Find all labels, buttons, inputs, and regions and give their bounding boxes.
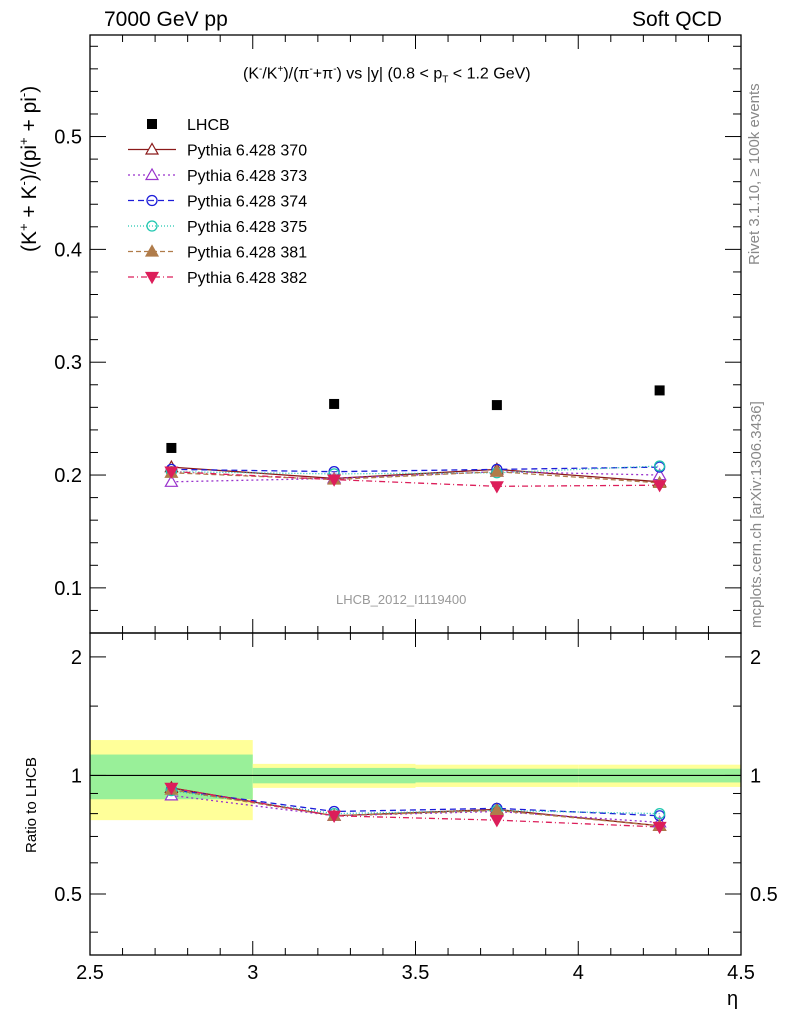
series-markers: [164, 385, 667, 835]
ratio-point-5-0: [164, 782, 179, 796]
ratio-y-axis-label: Ratio to LHCB: [23, 757, 40, 853]
legend-marker-0: [144, 142, 160, 155]
legend-label-1: Pythia 6.428 373: [187, 168, 307, 185]
legend-label-0: Pythia 6.428 370: [187, 143, 307, 160]
x-tick-label-4: 4.5: [727, 962, 755, 984]
series-point-4-2: [489, 464, 504, 477]
y-axis-label: (K+ + K-)/(pi+ + pi-): [16, 85, 41, 252]
mcplots-label: mcplots.cern.ch [arXiv:1306.3436]: [748, 401, 765, 628]
ratio-point-5-1: [327, 810, 342, 823]
legend-marker-1: [144, 167, 160, 181]
y-tick-label-2: 0.3: [54, 352, 82, 374]
chart-title: (K-/K+)/(π-+π-) vs |y| (0.8 < pT < 1.2 G…: [243, 64, 531, 86]
legend-marker-data: [147, 119, 157, 129]
x-tick-label-2: 3.5: [402, 962, 430, 984]
ratio-y-tick-label-0: 0.5: [54, 884, 82, 906]
series-point-5-0: [164, 466, 179, 479]
legend-label-2: Pythia 6.428 374: [187, 194, 307, 211]
rivet-label: Rivet 3.1.10, ≥ 100k events: [746, 83, 763, 265]
series-line-3: [171, 465, 660, 475]
series-line-5: [171, 471, 660, 487]
x-tick-label-1: 3: [247, 962, 258, 984]
legend-marker-2: [146, 194, 158, 207]
series-point-1-0: [164, 474, 179, 487]
legend-label-5: Pythia 6.428 382: [187, 270, 307, 287]
y-tick-label-0: 0.1: [54, 578, 82, 600]
ratio-y-tick-label-right-1: 1: [750, 765, 761, 787]
analysis-label: LHCB_2012_I1119400: [336, 592, 467, 607]
series-point-3-3: [653, 460, 666, 472]
ratio-line-2: [171, 789, 660, 817]
ratio-point-4-2: [489, 803, 504, 816]
series-point-5-1: [327, 474, 342, 487]
ratio-line-1: [171, 794, 660, 824]
series-lines: [171, 465, 660, 828]
y-tick-label-4: 0.5: [54, 127, 82, 149]
data-point-1: [329, 398, 340, 409]
legend: LHCB Pythia 6.428 370 Pythia 6.428 373 Pyth…: [128, 117, 307, 287]
legend-marker-5: [144, 271, 160, 285]
ratio-point-3-3: [653, 807, 666, 820]
legend-label-3: Pythia 6.428 375: [187, 219, 307, 236]
ratio-y-tick-label-right-2: 2: [750, 647, 761, 669]
header-right: Soft QCD: [632, 8, 722, 31]
header-left: 7000 GeV pp: [104, 8, 228, 31]
ratio-line-3: [171, 789, 660, 815]
data-point-3: [654, 385, 665, 396]
series-point-5-3: [652, 480, 667, 493]
ratio-point-5-3: [652, 821, 667, 835]
x-axis-label: η: [727, 988, 739, 1010]
legend-label-data: LHCB: [187, 117, 230, 134]
series-line-0: [171, 466, 660, 483]
ratio-line-4: [171, 789, 660, 827]
legend-label-4: Pythia 6.428 381: [187, 245, 307, 262]
x-tick-label-3: 4: [573, 962, 584, 984]
legend-marker-4: [144, 244, 160, 257]
data-point-0: [166, 442, 177, 453]
ratio-point-5-2: [489, 815, 504, 828]
legend-marker-3: [146, 220, 158, 232]
x-tick-label-0: 2.5: [76, 962, 104, 984]
series-line-2: [171, 466, 660, 473]
axis-ticks: 2.5 3 3.5 4 4.5 0.1 0.2 0.3 0.4 0.5 0.5 0.5 1 1 2 2: [54, 35, 778, 984]
y-tick-label-3: 0.4: [54, 239, 82, 261]
ratio-y-tick-label-1: 1: [71, 765, 82, 787]
series-point-5-2: [489, 481, 504, 494]
data-point-2: [491, 400, 502, 411]
ratio-line-5: [171, 787, 660, 828]
ratio-y-tick-label-right-0: 0.5: [750, 884, 778, 906]
ratio-bands: [90, 740, 741, 821]
y-tick-label-1: 0.2: [54, 465, 82, 487]
ratio-y-tick-label-2: 2: [71, 647, 82, 669]
series-line-1: [171, 471, 660, 483]
